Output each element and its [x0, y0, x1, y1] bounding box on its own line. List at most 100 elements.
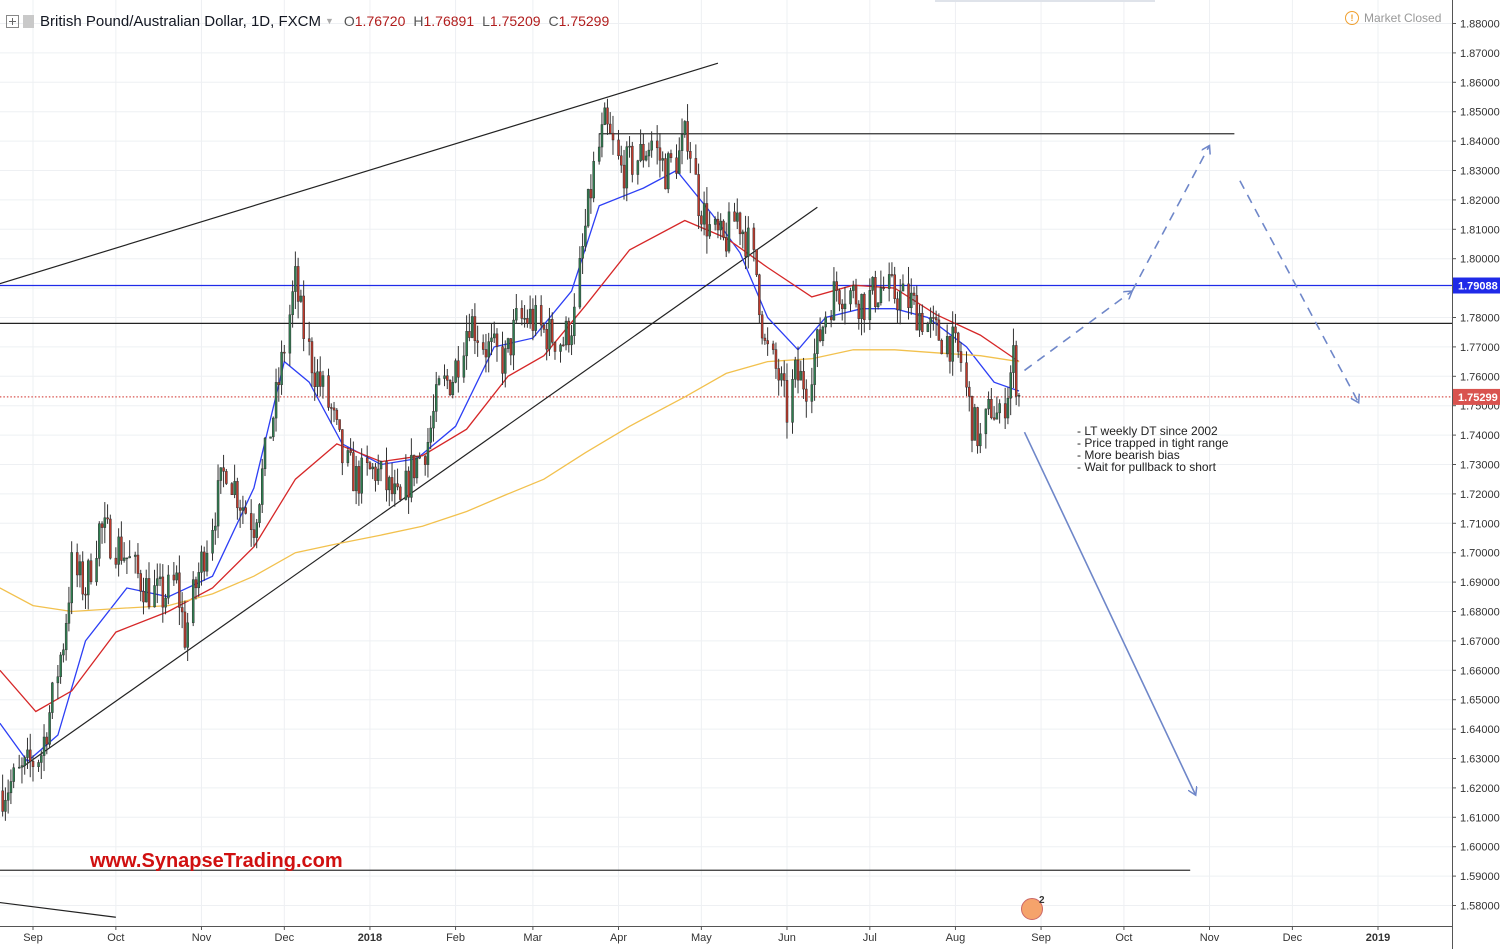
price-tick-label: 1.59000 — [1460, 871, 1500, 883]
candle-body — [360, 457, 363, 494]
candle-body — [48, 712, 51, 745]
candle-body — [114, 557, 118, 565]
candle-body — [818, 329, 822, 342]
event-badge[interactable]: 2 — [1021, 895, 1052, 920]
candle-body — [932, 317, 935, 319]
candle-body — [984, 408, 988, 435]
candle-body — [435, 384, 438, 412]
time-tick-label: 2018 — [358, 932, 382, 944]
candle-body — [451, 382, 455, 396]
candle-body — [910, 292, 913, 309]
candle-body — [319, 371, 322, 387]
candle-body — [782, 373, 786, 381]
candle-body — [912, 292, 916, 296]
candle-body — [42, 736, 46, 756]
candle-body — [341, 429, 344, 464]
flag-icon — [1021, 898, 1043, 920]
price-tick-label: 1.76000 — [1460, 371, 1500, 383]
price-tick-label: 1.88000 — [1460, 19, 1500, 31]
chevron-down-icon[interactable]: ▼ — [324, 16, 334, 26]
moving-average-line — [0, 219, 1020, 713]
price-tick-label: 1.68000 — [1460, 607, 1500, 619]
candle-body — [956, 332, 960, 352]
price-label: 1.75299 — [1458, 392, 1498, 404]
candle-body — [683, 121, 687, 135]
candle-body — [650, 140, 653, 151]
candle-body — [95, 558, 98, 583]
candle-body — [161, 576, 165, 608]
candle-body — [976, 407, 979, 447]
projection-arrow — [1024, 291, 1132, 372]
candle-body — [117, 536, 120, 565]
candle-body — [937, 319, 941, 341]
candle-body — [156, 578, 159, 586]
candle-body — [365, 457, 369, 463]
candle-body — [890, 274, 894, 276]
chart-header: British Pound/Australian Dollar, 1D, FXC… — [6, 9, 617, 33]
candle-body — [747, 227, 750, 257]
candle-body — [1014, 345, 1018, 397]
candle-body — [876, 302, 880, 308]
candle-body — [785, 380, 789, 423]
candle-body — [548, 319, 551, 350]
candle-body — [470, 316, 474, 338]
candle-body — [708, 224, 711, 237]
candle-body — [437, 378, 441, 385]
candle-body — [882, 287, 885, 289]
candle-body — [1, 790, 4, 812]
candle-body — [951, 326, 954, 362]
candle-body — [990, 399, 993, 419]
candle-body — [840, 303, 844, 310]
candle-body — [153, 585, 156, 608]
candle-body — [368, 462, 372, 470]
horizontal-lines — [0, 133, 1452, 871]
candle-body — [871, 277, 874, 291]
candle-body — [476, 340, 479, 343]
candle-body — [385, 461, 388, 491]
candle-body — [934, 317, 938, 321]
candle-body — [515, 308, 518, 321]
candle-body — [887, 274, 891, 289]
candle-body — [915, 295, 919, 331]
candle-body — [1006, 397, 1010, 419]
candle-body — [551, 319, 554, 343]
candle-body — [448, 380, 452, 396]
candle-body — [564, 320, 568, 346]
candle-body — [512, 319, 515, 356]
candle-body — [843, 303, 847, 310]
market-status[interactable]: ! Market Closed — [1345, 11, 1441, 25]
candle-body — [567, 320, 571, 346]
candle-body — [998, 403, 1001, 414]
candle-body — [299, 295, 303, 302]
time-axis[interactable]: Sep Oct Nov Dec 2018 Feb Mar Apr May Jun Jul Aug Sep… — [0, 926, 1452, 949]
price-tick-label: 1.66000 — [1460, 665, 1500, 677]
candle-body — [20, 765, 24, 768]
candle-body — [12, 767, 15, 782]
candle-body — [23, 757, 26, 766]
candle-body — [167, 574, 170, 599]
candle-body — [103, 517, 107, 528]
candle-body — [100, 523, 104, 528]
price-axis[interactable]: 1.88000 1.87000 1.86000 1.85000 1.84000 1.830… — [1452, 0, 1500, 949]
candle-body — [758, 274, 761, 316]
price-tick-label: 1.69000 — [1460, 577, 1500, 589]
candle-body — [78, 561, 82, 576]
candlesticks — [1, 98, 1021, 821]
expand-icon[interactable] — [6, 14, 19, 28]
price-tick-label: 1.86000 — [1460, 77, 1500, 89]
price-tick-label: 1.82000 — [1460, 195, 1500, 207]
candle-body — [832, 281, 836, 321]
candle-body — [59, 654, 62, 677]
candle-body — [136, 554, 140, 574]
candle-body — [6, 792, 10, 801]
candle-body — [857, 303, 861, 319]
candle-body — [539, 305, 543, 326]
candle-body — [457, 360, 460, 378]
candle-body — [338, 419, 341, 430]
price-tick-label: 1.74000 — [1460, 430, 1500, 442]
symbol-title[interactable]: British Pound/Australian Dollar, 1D, FXC… — [40, 12, 321, 30]
candle-body — [1003, 403, 1007, 419]
candle-body — [122, 557, 126, 561]
candle-body — [29, 749, 32, 762]
